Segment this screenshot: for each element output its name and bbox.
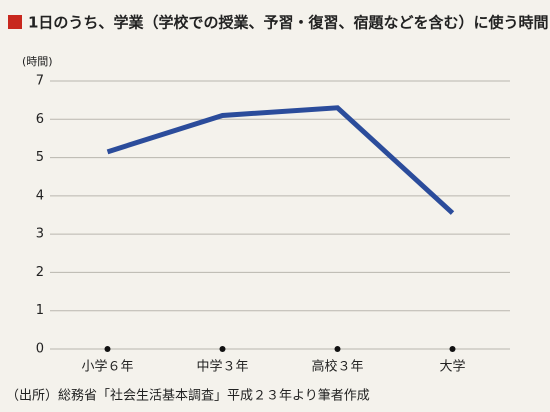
x-tick-dot	[334, 346, 341, 352]
data-line	[106, 105, 455, 215]
y-tick-label: 1	[36, 303, 44, 318]
x-tick-label: 小学６年	[81, 359, 133, 375]
y-tick-label: 7	[36, 74, 44, 89]
x-tick-label: 大学	[439, 359, 465, 375]
y-axis-label: (時間)	[22, 55, 53, 68]
y-tick-label: 0	[36, 342, 44, 357]
chart-title: 1日のうち、学業（学校での授業、予習・復習、宿題などを含む）に使う時間	[28, 14, 548, 32]
y-tick-label: 6	[36, 112, 44, 127]
y-tick-label: 5	[36, 150, 44, 165]
x-tick-dot	[449, 346, 456, 352]
x-tick-label: 高校３年	[311, 359, 363, 375]
title-marker	[8, 15, 22, 29]
y-tick-label: 3	[36, 227, 44, 242]
x-tick-dot	[219, 346, 226, 352]
x-tick-label: 中学３年	[196, 359, 248, 375]
x-tick-dot	[104, 346, 111, 352]
y-tick-label: 4	[36, 188, 44, 203]
y-tick-label: 2	[36, 265, 44, 280]
source-note: （出所）総務省「社会生活基本調査」平成２３年より筆者作成	[6, 388, 370, 404]
